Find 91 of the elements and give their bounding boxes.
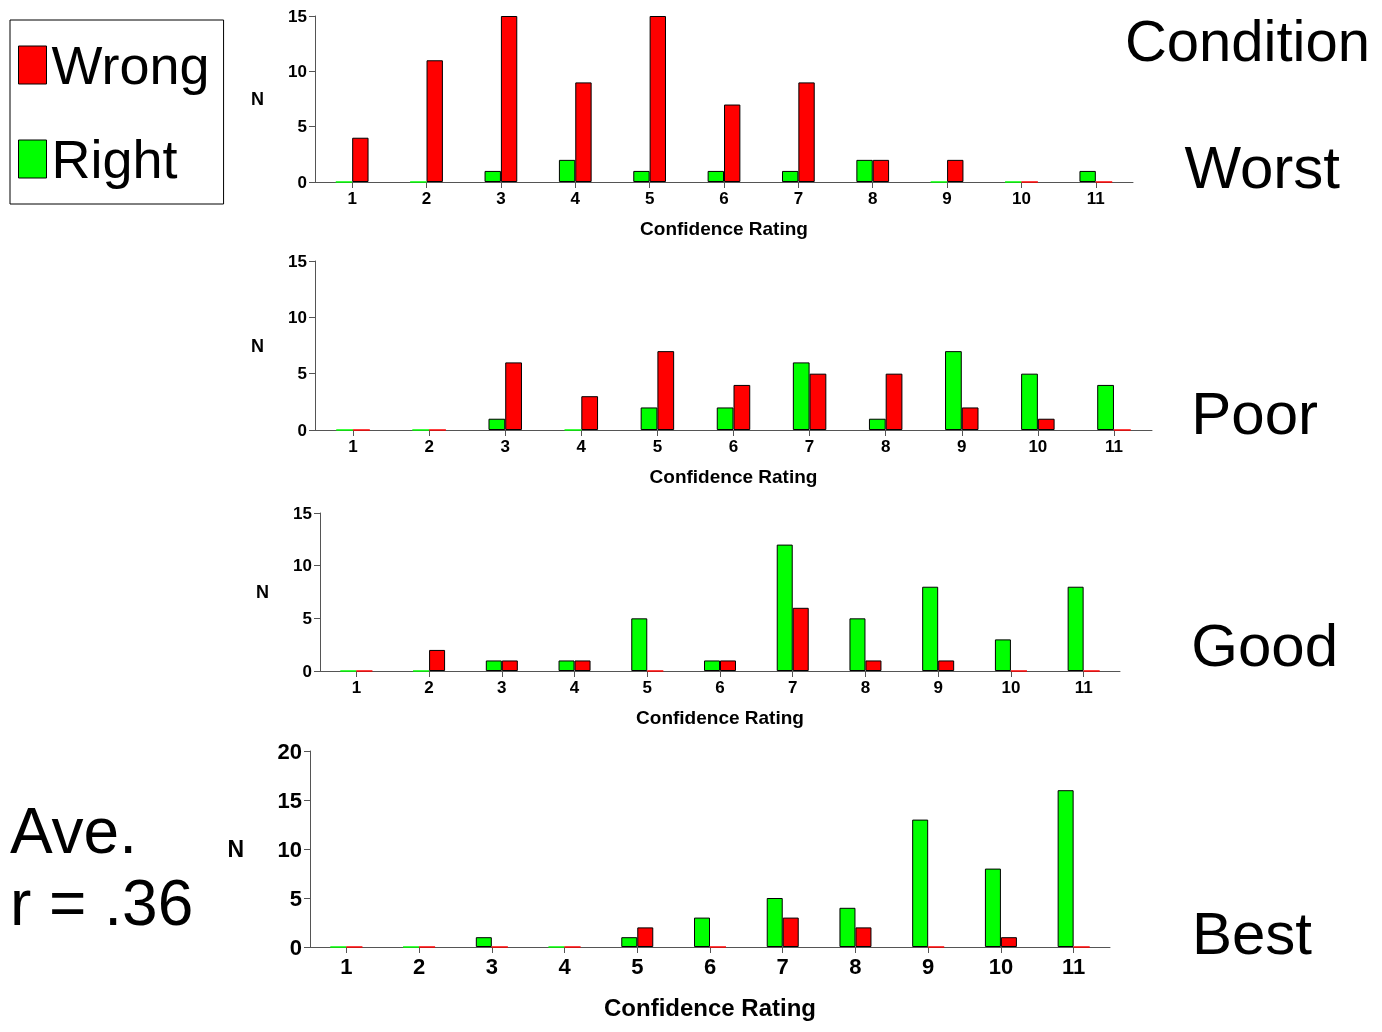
y-tick-label: 5 <box>297 364 307 384</box>
x-tick-label: 8 <box>880 437 891 456</box>
x-tick-label: 4 <box>570 189 581 208</box>
bar <box>912 819 929 947</box>
bar <box>1057 790 1074 947</box>
x-tick-label: 5 <box>644 189 655 208</box>
x-tick-label: 2 <box>412 953 426 979</box>
bar <box>1079 170 1096 182</box>
y-tick-label: 0 <box>302 661 312 681</box>
x-tick-label: 9 <box>942 189 952 208</box>
y-tick-label: 0 <box>297 172 307 192</box>
x-tick-label: 2 <box>421 189 432 208</box>
bar <box>994 639 1011 671</box>
x-axis-title: Confidence Rating <box>640 218 808 240</box>
x-tick-label: 3 <box>497 678 507 697</box>
x-tick-label: 4 <box>569 678 580 697</box>
y-tick-label: 10 <box>277 836 302 862</box>
x-tick-label: 7 <box>804 437 815 456</box>
x-tick-label: 4 <box>558 953 572 979</box>
legend-label: Right <box>51 129 178 189</box>
y-tick-label: 0 <box>289 934 302 960</box>
x-tick-label: 1 <box>340 953 353 979</box>
x-tick-label: 11 <box>1074 678 1093 697</box>
x-tick-label: 10 <box>1001 678 1021 697</box>
x-tick-label: 9 <box>933 678 943 697</box>
y-tick-label: 5 <box>302 608 312 628</box>
x-axis-title: Confidence Rating <box>636 707 804 729</box>
x-tick-label: 7 <box>787 678 798 697</box>
text: Good <box>1191 612 1338 680</box>
x-axis-title: Confidence Rating <box>649 466 818 488</box>
x-tick-label: 8 <box>849 953 862 979</box>
x-tick-label: 11 <box>1062 953 1086 979</box>
x-tick-label: 10 <box>1011 189 1031 208</box>
legend-label: Wrong <box>51 35 210 95</box>
y-tick-label: 0 <box>297 420 307 440</box>
x-tick-label: 5 <box>652 437 663 456</box>
x-tick-label: 10 <box>988 953 1014 979</box>
y-axis-title: N <box>251 335 264 356</box>
y-tick-label: 5 <box>289 885 302 911</box>
x-tick-label: 6 <box>715 678 725 697</box>
y-tick-label: 15 <box>288 251 307 271</box>
bar <box>352 137 369 182</box>
bar <box>1067 586 1084 671</box>
x-axis-title: Confidence Rating <box>603 993 817 1021</box>
x-tick-label: 1 <box>351 678 362 697</box>
bar <box>694 917 710 947</box>
x-tick-label: 1 <box>348 437 358 456</box>
y-tick-label: 15 <box>277 787 302 813</box>
bar <box>1097 384 1114 430</box>
y-axis-title: N <box>251 89 264 109</box>
x-tick-label: 8 <box>860 678 871 697</box>
x-tick-label: 2 <box>424 437 434 456</box>
annotation: Condition <box>1124 7 1371 73</box>
bar <box>426 60 443 182</box>
x-tick-label: 4 <box>576 437 587 456</box>
x-tick-label: 3 <box>500 437 510 456</box>
x-tick-label: 9 <box>957 437 967 456</box>
bar <box>475 937 492 947</box>
x-tick-label: 5 <box>642 678 653 697</box>
y-tick-label: 10 <box>288 61 307 81</box>
y-axis-title: N <box>256 582 269 602</box>
text: Worst <box>1184 134 1341 202</box>
x-tick-label: 9 <box>922 953 935 979</box>
y-axis-title: N <box>227 836 244 862</box>
y-tick-label: 10 <box>293 556 312 576</box>
y-tick-label: 10 <box>288 307 307 327</box>
x-tick-label: 8 <box>867 189 878 208</box>
x-tick-label: 5 <box>631 953 644 979</box>
x-tick-label: 6 <box>703 953 717 979</box>
x-tick-label: 3 <box>485 953 498 979</box>
x-tick-label: 3 <box>496 189 506 208</box>
text: Ave. r = .36 <box>10 794 194 939</box>
x-tick-label: 11 <box>1104 437 1123 456</box>
bar <box>947 159 964 182</box>
x-tick-label: 6 <box>719 189 729 208</box>
x-tick-label: 11 <box>1086 189 1105 208</box>
text: Best <box>1191 900 1313 968</box>
x-tick-label: 7 <box>793 189 804 208</box>
x-tick-label: 7 <box>776 953 789 979</box>
y-tick-label: 20 <box>277 738 302 764</box>
bar <box>429 649 446 671</box>
x-tick-label: 10 <box>1028 437 1048 456</box>
text: Poor <box>1191 380 1319 448</box>
x-tick-label: 1 <box>347 189 357 208</box>
y-tick-label: 15 <box>293 503 312 523</box>
bar <box>581 396 599 430</box>
y-tick-label: 15 <box>288 6 307 26</box>
bar <box>631 618 648 671</box>
y-tick-label: 5 <box>297 117 307 137</box>
x-tick-label: 6 <box>728 437 739 456</box>
x-tick-label: 2 <box>424 678 434 697</box>
